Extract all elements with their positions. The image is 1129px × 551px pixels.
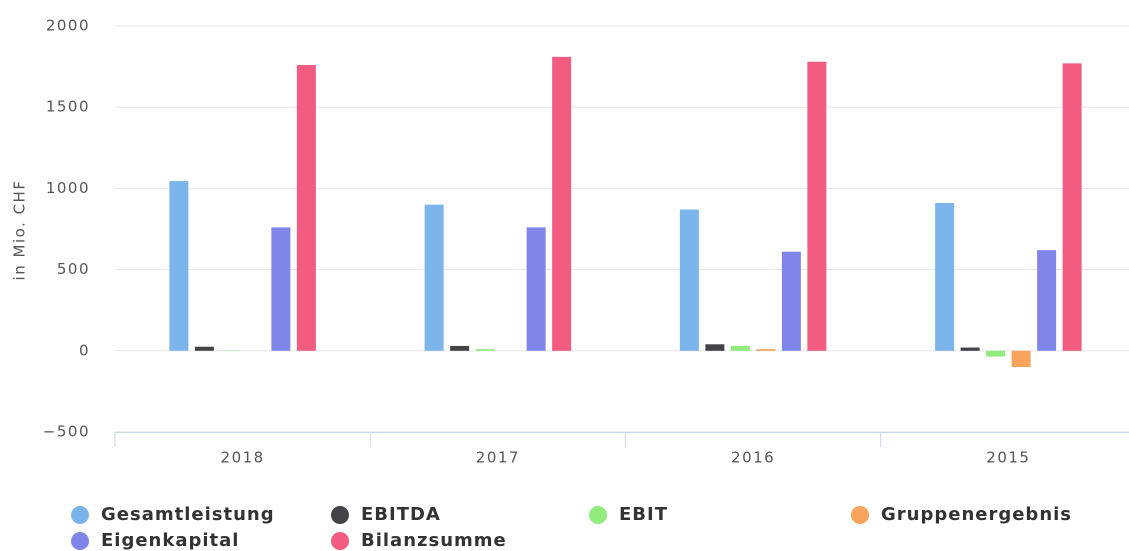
legend-label: Bilanzsumme: [361, 530, 507, 551]
y-tick-label: 2000: [46, 17, 90, 35]
bar: [1062, 63, 1082, 351]
legend-symbol: [71, 532, 89, 550]
bar: [526, 227, 546, 351]
legend-symbol: [331, 532, 349, 550]
legend-label: EBITDA: [361, 504, 441, 525]
y-tick-label: 1000: [46, 179, 90, 197]
bar: [194, 346, 214, 351]
bar: [552, 56, 572, 351]
x-tick-label: 2015: [986, 449, 1030, 467]
bar: [296, 64, 316, 351]
y-tick-label: 500: [57, 260, 90, 278]
bar: [935, 203, 955, 351]
bar: [271, 227, 291, 351]
legend-symbol: [331, 506, 349, 524]
y-tick-label: 1500: [46, 98, 90, 116]
bar: [705, 344, 725, 351]
legend-label: Gruppenergebnis: [881, 504, 1072, 525]
legend-label: Eigenkapital: [101, 530, 239, 551]
bar: [450, 345, 470, 351]
y-axis-title: in Mio. CHF: [11, 180, 29, 281]
bar: [960, 347, 980, 351]
y-tick-label: 0: [79, 341, 90, 359]
bar: [679, 209, 699, 351]
bar: [475, 349, 495, 351]
bar: [730, 345, 750, 351]
bar: [169, 181, 189, 351]
x-tick-label: 2018: [221, 449, 265, 467]
x-tick-label: 2016: [731, 449, 775, 467]
legend-symbol: [851, 506, 869, 524]
x-tick-label: 2017: [476, 449, 520, 467]
legend-symbol: [71, 506, 89, 524]
legend-label: Gesamtleistung: [101, 504, 275, 525]
bar: [781, 251, 801, 351]
y-tick-label: −500: [43, 423, 90, 441]
bar: [424, 204, 444, 351]
bar: [1011, 350, 1031, 368]
legend-symbol: [589, 506, 607, 524]
bar: [807, 61, 827, 351]
bar: [986, 350, 1006, 357]
legend-label: EBIT: [619, 504, 668, 525]
bar: [756, 349, 776, 351]
bar: [1037, 250, 1057, 351]
